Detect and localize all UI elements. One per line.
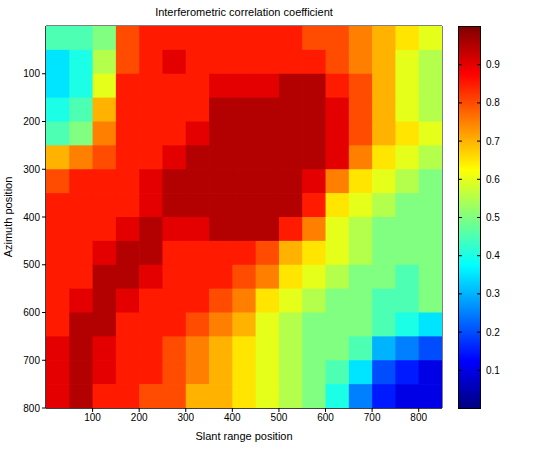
svg-text:200: 200: [131, 412, 148, 423]
svg-text:600: 600: [317, 412, 334, 423]
svg-text:400: 400: [23, 212, 40, 223]
svg-text:0.4: 0.4: [486, 250, 500, 261]
svg-text:200: 200: [23, 116, 40, 127]
svg-text:0.9: 0.9: [486, 59, 500, 70]
svg-text:0.7: 0.7: [486, 136, 500, 147]
svg-text:0.1: 0.1: [486, 365, 500, 376]
svg-text:500: 500: [271, 412, 288, 423]
svg-text:600: 600: [23, 307, 40, 318]
svg-text:0.8: 0.8: [486, 97, 500, 108]
svg-text:800: 800: [410, 412, 427, 423]
svg-text:100: 100: [84, 412, 101, 423]
svg-text:0.5: 0.5: [486, 212, 500, 223]
svg-text:0.3: 0.3: [486, 288, 500, 299]
svg-text:700: 700: [364, 412, 381, 423]
svg-text:300: 300: [23, 164, 40, 175]
svg-text:300: 300: [177, 412, 194, 423]
svg-text:700: 700: [23, 355, 40, 366]
svg-text:800: 800: [23, 403, 40, 414]
svg-text:Slant range position: Slant range position: [195, 430, 292, 442]
html-text:Interferometric correlation co: Interferometric correlation coefficient: [155, 6, 333, 18]
svg-text:100: 100: [23, 68, 40, 79]
svg-text:400: 400: [224, 412, 241, 423]
svg-text:500: 500: [23, 259, 40, 270]
svg-text:Azimuth position: Azimuth position: [2, 177, 14, 258]
svg-text:0.2: 0.2: [486, 327, 500, 338]
svg-text:0.6: 0.6: [486, 174, 500, 185]
